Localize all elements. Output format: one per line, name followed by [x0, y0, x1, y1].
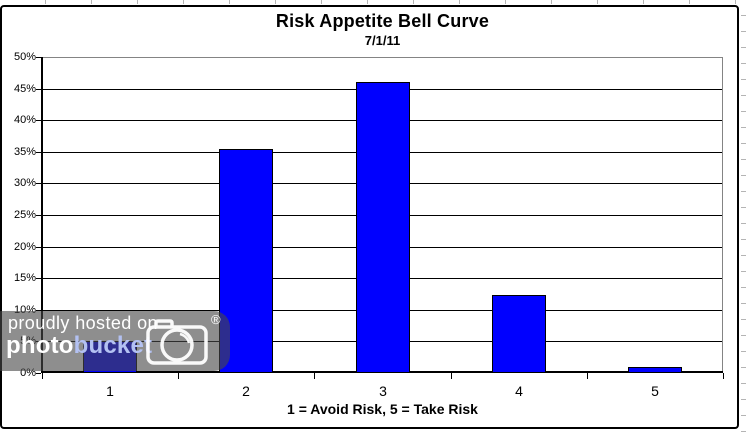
y-axis-tick	[36, 183, 41, 184]
watermark-brand: photobucket	[6, 332, 152, 360]
y-axis-tick	[36, 278, 41, 279]
y-axis-label: 15%	[13, 272, 36, 284]
x-axis-tick	[314, 373, 315, 379]
y-axis-tick	[36, 152, 41, 153]
bar-category-5	[628, 367, 682, 373]
y-axis-tick	[36, 310, 41, 311]
y-axis-tick	[36, 215, 41, 216]
y-axis-label: 20%	[13, 241, 36, 253]
x-axis-label-3: 3	[379, 383, 387, 399]
x-axis-tick	[451, 373, 452, 379]
y-axis-tick	[36, 57, 41, 58]
registered-trademark-icon: ®	[211, 312, 221, 327]
x-axis-label-1: 1	[106, 383, 114, 399]
chart-subtitle: 7/1/11	[364, 33, 401, 48]
x-axis-tick	[42, 373, 43, 379]
spreadsheet-column-gridlines	[0, 0, 746, 4]
x-axis-label-4: 4	[515, 383, 523, 399]
x-axis-tick	[178, 373, 179, 379]
spreadsheet-row-gridlines	[741, 0, 746, 436]
y-axis-tick	[36, 247, 41, 248]
watermark-brand-bucket: bucket	[73, 332, 153, 359]
y-axis-tick	[36, 89, 41, 90]
y-axis-tick	[36, 120, 41, 121]
photobucket-watermark: proudly hosted on photobucket ®	[0, 311, 230, 371]
x-axis-tick	[723, 373, 724, 379]
y-axis-line	[41, 57, 43, 373]
y-axis-tick	[36, 373, 41, 374]
x-axis-label-2: 2	[242, 383, 250, 399]
chart-title: Risk Appetite Bell Curve	[275, 11, 490, 31]
x-axis-tick	[587, 373, 588, 379]
x-axis-label-5: 5	[651, 383, 659, 399]
plot-area-top-border	[42, 57, 723, 58]
camera-icon	[146, 319, 208, 370]
plot-area-right-border	[722, 57, 723, 373]
bar-category-4	[492, 295, 546, 373]
y-axis-label: 25%	[13, 209, 36, 221]
y-axis-label: 50%	[13, 51, 36, 63]
y-axis-label: 40%	[13, 114, 36, 126]
watermark-tagline: proudly hosted on	[8, 313, 158, 333]
y-axis-label: 30%	[13, 177, 36, 189]
y-axis-label: 35%	[13, 146, 36, 158]
watermark-brand-photo: photo	[6, 332, 74, 359]
x-axis-title: 1 = Avoid Risk, 5 = Take Risk	[287, 401, 478, 417]
y-axis-label: 45%	[13, 83, 36, 95]
bar-category-3	[356, 82, 410, 373]
